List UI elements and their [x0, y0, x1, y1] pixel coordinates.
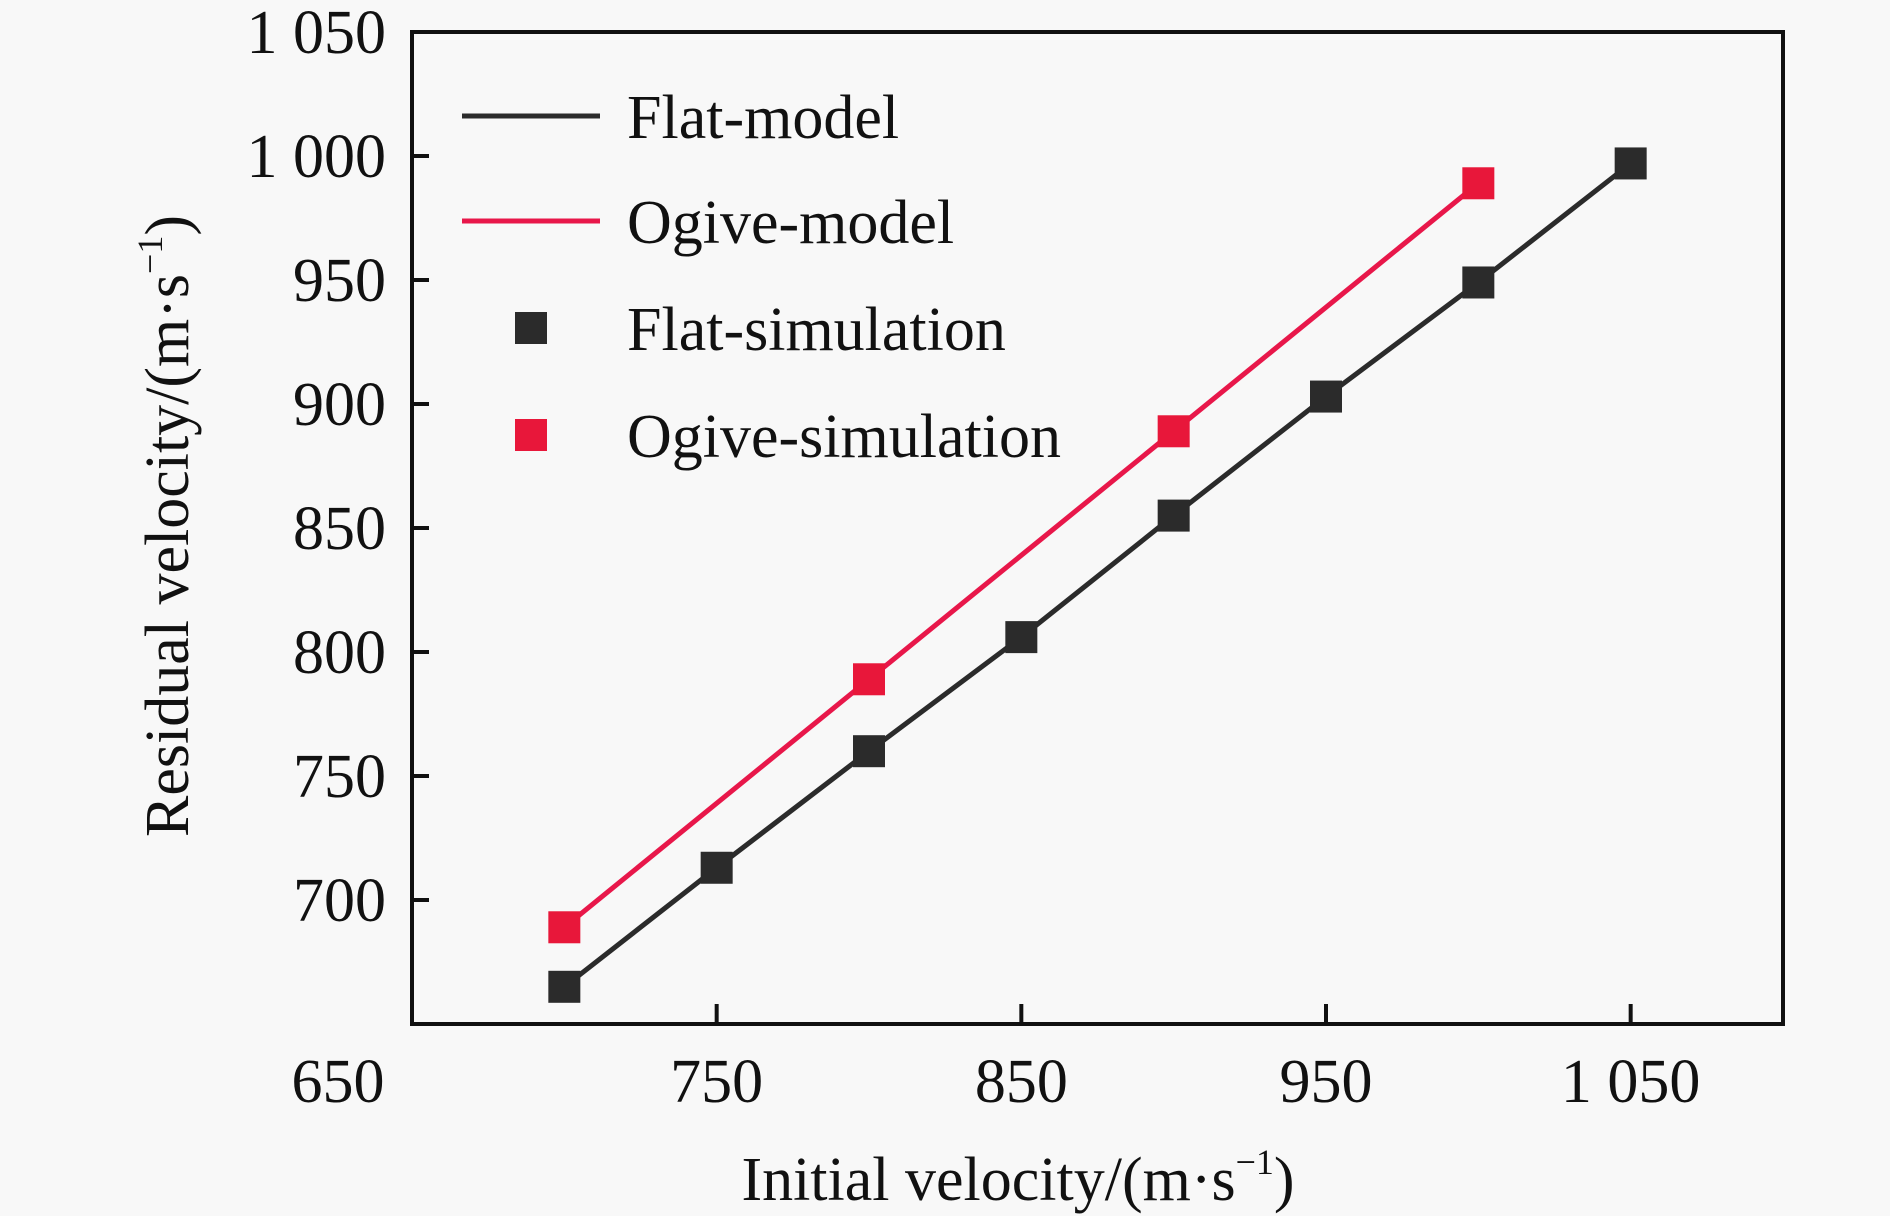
legend-marker-swatch [515, 419, 547, 451]
legend-label: Ogive-simulation [627, 403, 1061, 471]
ogive-simulation-point [548, 911, 581, 944]
legend-item-ogive-simulation: Ogive-simulation [515, 403, 1061, 471]
legend-label: Flat-model [627, 84, 899, 152]
y-tick-label: 750 [293, 743, 386, 811]
x-axis-ticks: 650 750 850 950 1 050 [292, 1004, 1701, 1116]
ogive-simulation-point [1462, 167, 1495, 200]
flat-simulation-point [1005, 621, 1038, 654]
legend-label: Flat-simulation [627, 296, 1006, 364]
y-axis-ticks: 700 750 800 850 900 950 1 000 1 050 [247, 0, 429, 935]
flat-simulation-point [1310, 380, 1342, 413]
ogive-model-line [562, 181, 1480, 930]
y-tick-label: 950 [293, 247, 386, 315]
x-tick-label: 850 [975, 1048, 1068, 1116]
x-tick-label: 950 [1280, 1048, 1373, 1116]
legend-marker-swatch [515, 312, 547, 344]
legend-item-flat-simulation: Flat-simulation [515, 296, 1006, 364]
ogive-simulation-point [1157, 415, 1190, 448]
plot-lines [562, 161, 1633, 989]
flat-simulation-point [1157, 499, 1190, 532]
x-tick-label: 650 [292, 1048, 385, 1116]
flat-simulation-point [1462, 266, 1495, 299]
y-tick-label: 700 [293, 867, 386, 935]
flat-simulation-point [853, 735, 885, 768]
legend-label: Ogive-model [627, 189, 954, 257]
plot-markers [548, 147, 1647, 1003]
y-tick-label: 900 [293, 371, 386, 439]
legend-item-ogive-model: Ogive-model [462, 189, 954, 257]
x-tick-label: 1 050 [1561, 1048, 1701, 1116]
flat-simulation-point [548, 970, 581, 1003]
y-tick-label: 850 [293, 495, 386, 563]
x-axis-label: Initial velocity/(m·s−1) [741, 1142, 1294, 1214]
y-tick-label: 1 000 [247, 123, 387, 191]
ogive-simulation-point [853, 663, 885, 696]
flat-model-line [562, 161, 1633, 989]
flat-simulation-point [1614, 147, 1647, 180]
legend-item-flat-model: Flat-model [462, 84, 899, 152]
flat-simulation-point [700, 851, 733, 884]
plot-frame [410, 30, 1785, 1026]
legend: Flat-model Ogive-model Flat-simulation Ogiv… [462, 84, 1061, 471]
x-tick-label: 750 [670, 1048, 763, 1116]
y-tick-label: 1 050 [247, 0, 387, 67]
y-axis-label: Residual velocity/(m·s−1) [130, 215, 202, 837]
y-tick-label: 800 [293, 619, 386, 687]
